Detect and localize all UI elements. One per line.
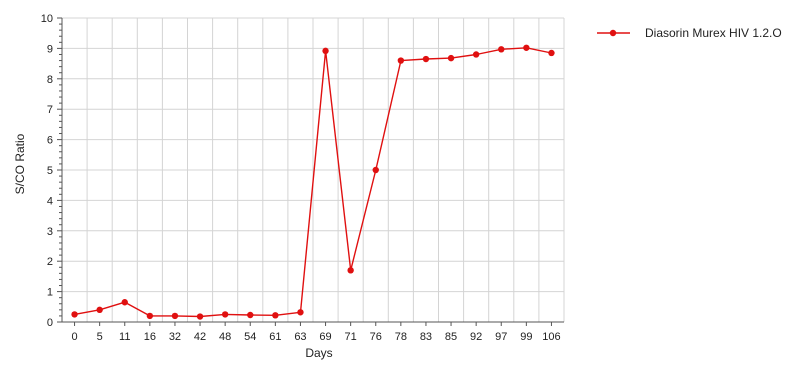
y-tick-label: 2 [47,256,53,268]
x-tick-label: 97 [495,331,507,343]
data-point [523,44,530,51]
x-tick-label: 0 [71,331,77,343]
x-tick-label: 5 [97,331,103,343]
legend-marker-icon [609,29,617,37]
legend: Diasorin Murex HIV 1.2.O [597,26,782,40]
x-tick-label: 63 [294,331,306,343]
x-tick-label: 92 [470,331,482,343]
x-tick-label: 11 [119,331,130,343]
data-point [372,166,379,174]
y-tick-label: 5 [47,165,53,177]
data-point [272,312,279,319]
y-tick-label: 6 [47,135,53,147]
legend-label: Diasorin Murex HIV 1.2.O [645,26,782,40]
data-point [196,313,204,320]
data-point [397,57,405,64]
x-tick-label: 83 [420,331,432,343]
x-tick-label: 42 [194,331,206,343]
x-tick-label: 32 [169,331,181,343]
data-point [121,299,128,306]
x-tick-label: 71 [345,331,357,343]
data-point [247,311,254,319]
data-point [347,267,354,274]
series-line [71,44,555,320]
x-tick-label: 54 [244,331,256,343]
x-tick-label: 69 [319,331,331,343]
y-tick-label: 10 [41,13,53,25]
data-point [422,55,430,63]
y-tick-label: 8 [47,74,53,86]
x-tick-label: 61 [269,331,281,343]
data-point [96,306,103,314]
data-point [447,54,455,62]
y-tick-label: 3 [47,226,53,238]
data-point [297,309,304,316]
data-point [71,311,78,318]
data-point [472,51,480,58]
series-polyline [74,47,552,318]
data-point [548,49,555,57]
x-axis-title: Days [305,346,332,360]
data-point [322,47,329,55]
x-tick-label: 106 [542,331,560,343]
x-tick-label: 85 [445,331,457,343]
data-point [498,46,505,53]
y-tick-label: 9 [47,43,53,55]
y-tick-label: 1 [47,287,53,299]
data-point [146,312,154,320]
x-tick-label: 48 [219,331,231,343]
y-axis-title: S/CO Ratio [13,133,27,194]
x-tick-label: 76 [370,331,382,343]
x-tick-label: 16 [144,331,156,343]
axes [57,17,564,326]
y-tick-label: 7 [47,104,53,116]
data-point [171,312,179,320]
x-tick-label: 78 [395,331,407,343]
grid-lines [61,17,565,323]
y-tick-label: 0 [47,317,53,329]
y-tick-label: 4 [47,195,53,207]
data-point [221,311,229,318]
x-tick-label: 99 [520,331,532,343]
